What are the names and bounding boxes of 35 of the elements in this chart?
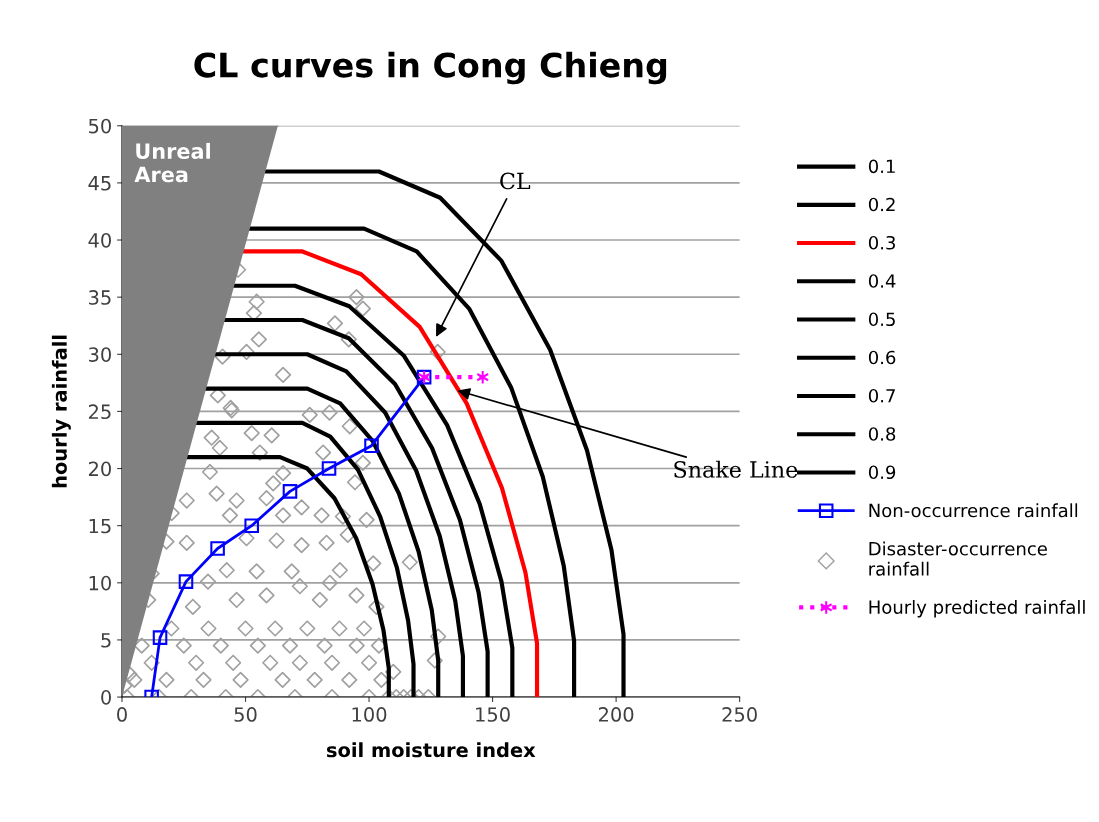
- y-tick-label: 45: [88, 176, 111, 191]
- x-tick-label: 150: [476, 707, 510, 722]
- y-tick-label: 35: [89, 290, 111, 305]
- y-axis-title: hourly rainfall: [51, 335, 71, 488]
- y-tick-label: 30: [89, 347, 111, 362]
- series-label: Unreal Area: [134, 142, 210, 183]
- y-tick-label: 40: [88, 232, 111, 248]
- legend-label: 0.1: [868, 159, 895, 174]
- annotation: Snake Line: [674, 460, 798, 478]
- y-tick-label: 5: [101, 633, 111, 648]
- legend-label: 0.3: [868, 235, 895, 250]
- chart-title: CL curves in Cong Chieng: [194, 51, 667, 85]
- y-tick-label: 25: [88, 404, 111, 420]
- legend-label: Disaster-occurrence rainfall: [869, 541, 1047, 576]
- x-tick-label: 50: [234, 707, 257, 722]
- legend-label: Hourly predicted rainfall: [869, 599, 1085, 618]
- y-tick-label: 50: [89, 118, 111, 134]
- y-tick-label: 10: [89, 575, 111, 591]
- legend-label: 0.4: [868, 274, 896, 288]
- y-tick-label: 15: [89, 518, 111, 534]
- legend-label: 0.5: [868, 312, 895, 327]
- x-axis-title: soil moisture index: [326, 742, 536, 758]
- x-tick-label: 0: [117, 707, 127, 722]
- x-tick-label: 200: [598, 707, 634, 722]
- annotation: CL: [500, 172, 531, 190]
- legend-label: 0.2: [868, 197, 895, 212]
- x-tick-label: 100: [352, 707, 387, 722]
- legend-label: Non-occurrence rainfall: [869, 503, 1078, 518]
- x-tick-label: 250: [722, 707, 757, 722]
- legend-label: 0.9: [868, 465, 896, 480]
- legend-label: 0.6: [868, 350, 896, 365]
- legend-label: 0.8: [868, 427, 896, 441]
- legend-label: 0.7: [868, 388, 895, 403]
- y-tick-label: 20: [88, 461, 111, 477]
- y-tick-label: 0: [101, 690, 111, 705]
